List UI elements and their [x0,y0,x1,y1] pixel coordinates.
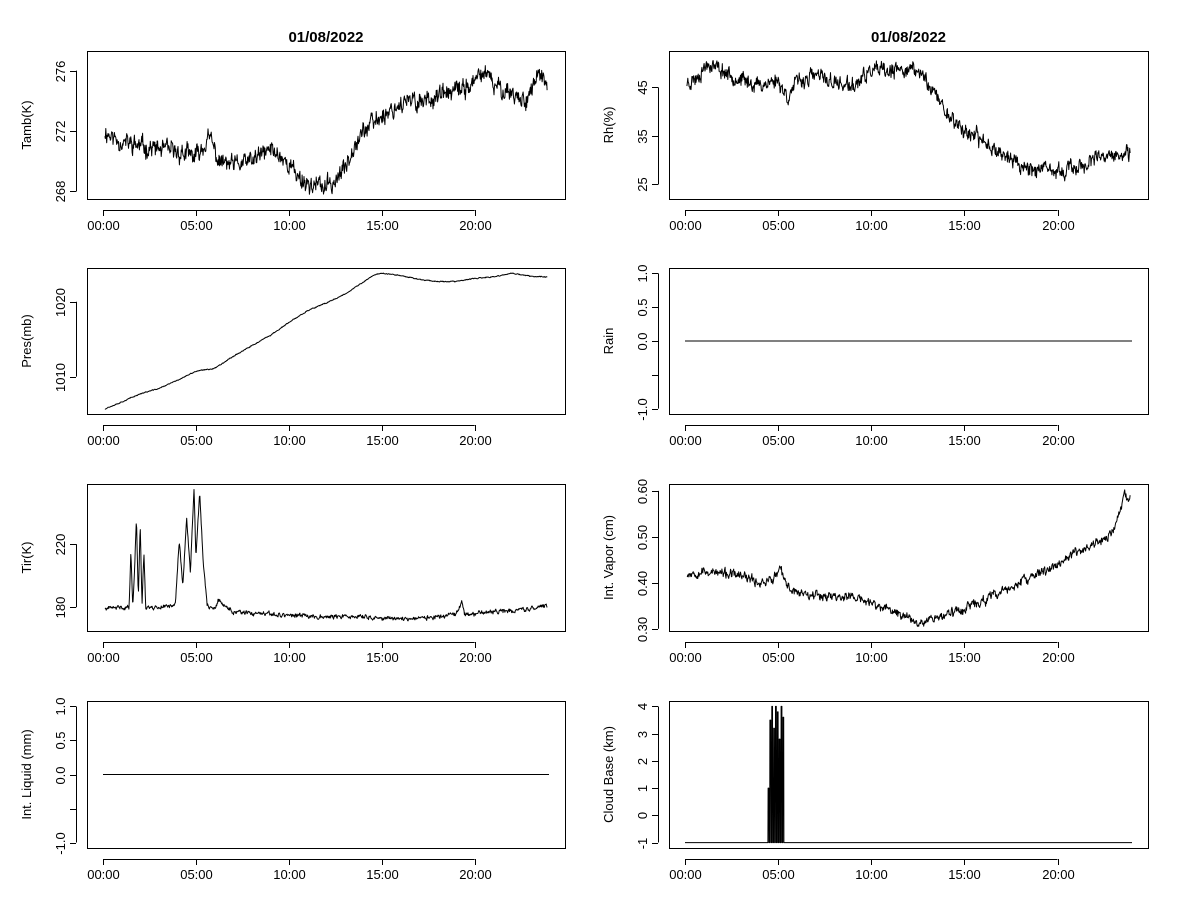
x-tick-label: 15:00 [366,433,399,448]
chart-tir: 00:00 05:00 10:00 15:00 20:00 180 220 Tir(K) [19,485,566,666]
y-axis-label: Pres(mb) [19,314,34,367]
y-axis-label: Tamb(K) [19,100,34,149]
chart-title: 01/08/2022 [288,29,363,46]
x-tick-label: 15:00 [948,650,981,665]
plot-frame [88,485,566,632]
y-tick-label: 2 [635,758,650,765]
chart-title: 01/08/2022 [871,29,946,46]
y-tick-label: 0.0 [53,766,68,784]
x-tick-label: 15:00 [948,218,981,233]
chart-pres: 00:00 05:00 10:00 15:00 20:00 1010 1020 Pres(mb… [19,269,566,449]
y-tick-label: 0.40 [635,571,650,596]
y-axis-label: Rh(%) [601,107,616,144]
y-tick-label: 0.5 [53,731,68,749]
y-tick-label: 272 [53,121,68,143]
x-tick-label: 20:00 [1042,867,1075,882]
x-tick-label: 05:00 [762,867,795,882]
y-tick-label: 220 [53,534,68,556]
y-tick-label: 3 [635,731,650,738]
figure-canvas: 01/08/2022 00:00 05:00 10:00 15:00 20:00 268 27… [0,0,1200,900]
series-line-vapor [687,490,1130,627]
plot-frame [88,52,566,200]
y-tick-label: 268 [53,181,68,203]
chart-vapor: 00:00 05:00 10:00 15:00 20:00 0.30 0.40 0.50 0.6… [601,479,1149,665]
y-tick-label: 0.50 [635,525,650,550]
x-tick-label: 20:00 [1042,650,1075,665]
y-tick-label: 0.5 [635,298,650,316]
y-tick-label: 0.0 [635,332,650,350]
y-axis-label: Tir(K) [19,541,34,573]
x-tick-label: 00:00 [87,433,120,448]
x-tick-label: 00:00 [87,650,120,665]
x-tick-label: 05:00 [762,650,795,665]
plot-frame [670,485,1149,632]
series-line-cloud [685,706,1132,842]
x-tick-label: 00:00 [87,867,120,882]
y-tick-label: 0.60 [635,479,650,504]
x-tick-label: 20:00 [459,650,492,665]
x-tick-label: 15:00 [366,218,399,233]
y-tick-label: 1 [635,785,650,792]
x-tick-label: 00:00 [669,433,702,448]
x-tick-label: 05:00 [180,650,213,665]
x-tick-label: 20:00 [459,218,492,233]
y-tick-label: 1010 [53,363,68,392]
chart-liquid: 00:00 05:00 10:00 15:00 20:00 -1.0 0.0 0.5 1.0 In… [19,697,566,882]
x-tick-label: 10:00 [273,650,306,665]
x-tick-label: 10:00 [855,650,888,665]
y-tick-label: -1 [635,838,650,850]
y-axis-label: Rain [601,328,616,355]
y-tick-label: -1.0 [635,398,650,420]
chart-rain: 00:00 05:00 10:00 15:00 20:00 -1.0 0.0 0.5 1.0 Ra… [601,264,1149,448]
series-line-rh [687,61,1130,181]
chart-cloud: 00:00 05:00 10:00 15:00 20:00 -1 0 1 2 3 4 Cloud Ba… [601,702,1149,883]
y-axis-label: Cloud Base (km) [601,726,616,823]
x-tick-label: 10:00 [273,433,306,448]
series-line-pres [105,273,547,409]
y-tick-label: 0 [635,812,650,819]
x-tick-label: 05:00 [180,433,213,448]
x-tick-label: 10:00 [855,867,888,882]
x-tick-label: 20:00 [1042,218,1075,233]
x-tick-label: 10:00 [273,867,306,882]
y-tick-label: 0.30 [635,617,650,642]
series-line-tir [105,490,547,621]
x-tick-label: 05:00 [762,218,795,233]
plot-frame [88,269,566,415]
chart-tamb: 01/08/2022 00:00 05:00 10:00 15:00 20:00 268 27… [19,29,566,233]
y-tick-label: 25 [635,177,650,191]
x-tick-label: 20:00 [459,867,492,882]
x-tick-label: 00:00 [669,867,702,882]
x-tick-label: 15:00 [948,867,981,882]
x-tick-label: 05:00 [180,218,213,233]
x-tick-label: 15:00 [366,867,399,882]
x-tick-label: 20:00 [459,433,492,448]
x-tick-label: 00:00 [669,218,702,233]
x-tick-label: 10:00 [855,433,888,448]
chart-rh: 01/08/2022 00:00 05:00 10:00 15:00 20:00 25 35 4… [601,29,1149,233]
x-tick-label: 10:00 [273,218,306,233]
x-tick-label: 00:00 [669,650,702,665]
plot-frame [670,702,1149,849]
y-tick-label: 35 [635,129,650,143]
x-tick-label: 05:00 [762,433,795,448]
y-tick-label: 180 [53,597,68,619]
x-tick-label: 00:00 [87,218,120,233]
y-tick-label: 1.0 [635,264,650,282]
y-axis-label: Int. Vapor (cm) [601,515,616,600]
y-tick-label: 1020 [53,288,68,317]
x-tick-label: 10:00 [855,218,888,233]
x-tick-label: 15:00 [366,650,399,665]
x-tick-label: 20:00 [1042,433,1075,448]
y-tick-label: 1.0 [53,697,68,715]
y-tick-label: 4 [635,703,650,710]
y-tick-label: 45 [635,80,650,94]
x-tick-label: 05:00 [180,867,213,882]
y-tick-label: -1.0 [53,832,68,854]
x-tick-label: 15:00 [948,433,981,448]
y-axis-label: Int. Liquid (mm) [19,729,34,819]
y-tick-label: 276 [53,61,68,83]
series-line-tamb [105,66,547,195]
